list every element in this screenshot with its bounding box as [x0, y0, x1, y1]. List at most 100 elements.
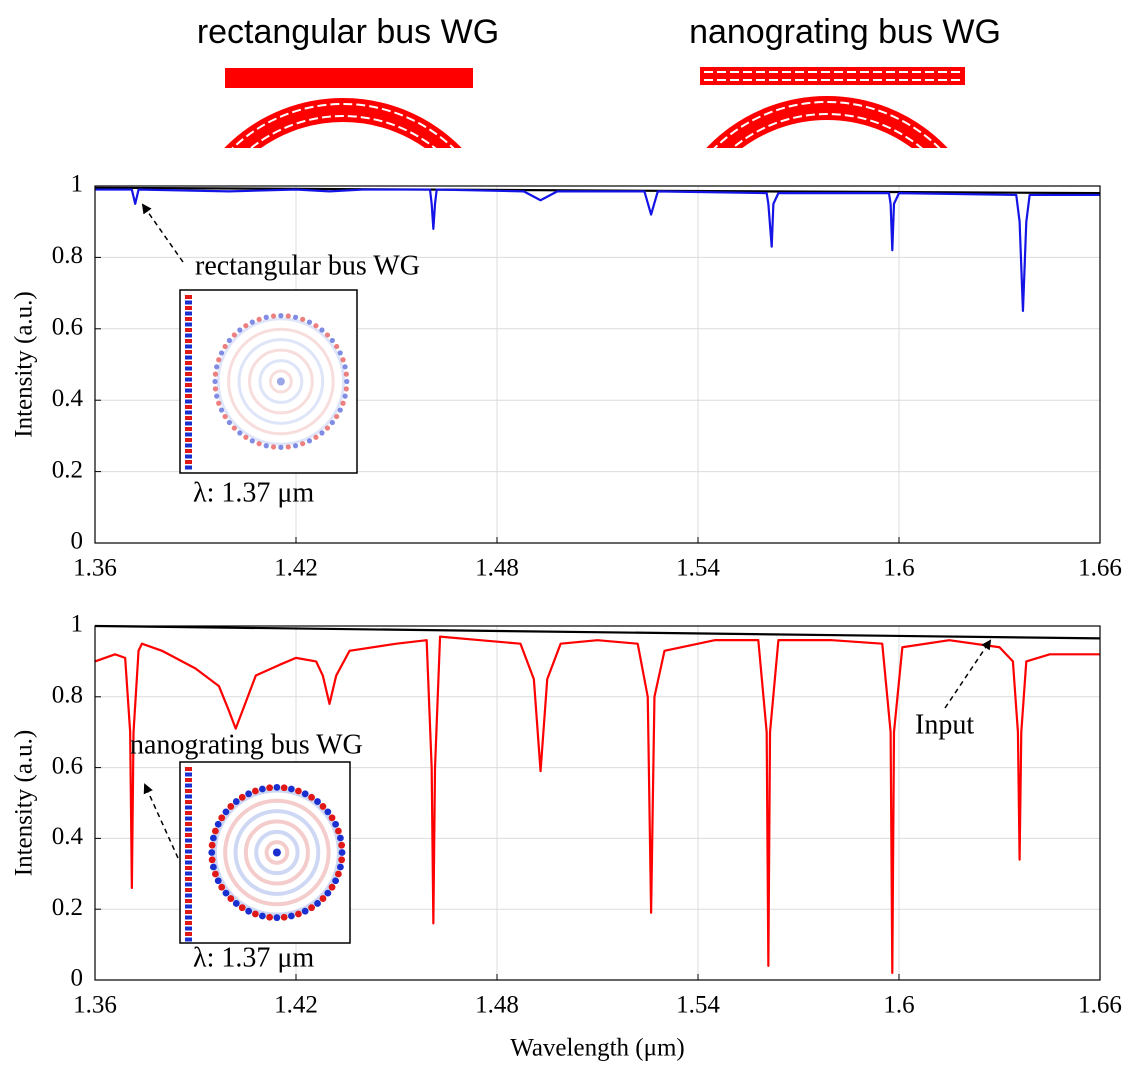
field-lobe	[295, 787, 302, 795]
x-tick-label: 1.42	[274, 555, 318, 582]
field-lobe	[212, 386, 219, 392]
bus-field	[185, 311, 192, 316]
field-lobe	[300, 316, 306, 322]
field-lobe	[222, 343, 228, 350]
schematic: rectangular bus WG nanograting bus WG	[197, 13, 1001, 148]
field-lobe	[237, 430, 243, 436]
x-tick-label: 1.66	[1078, 992, 1122, 1019]
y-tick-label: 0.8	[52, 242, 83, 269]
bus-field	[185, 366, 192, 371]
bus-field	[185, 926, 192, 931]
field-lobe	[334, 343, 340, 350]
field-lobe	[278, 444, 284, 450]
field-lobe	[295, 910, 302, 918]
y-tick-label: 0.6	[52, 314, 83, 341]
field-lobe	[285, 313, 291, 319]
data-line	[94, 635, 1100, 975]
bus-field	[185, 465, 192, 470]
field-lobe	[329, 419, 335, 426]
field-lobe	[249, 438, 255, 444]
field-lobe	[308, 793, 315, 801]
annotation: λ: 1.37 μm	[193, 477, 314, 508]
annotation: Input	[915, 709, 974, 740]
field-lobe	[344, 378, 350, 385]
field-lobe	[337, 407, 343, 413]
field-lobe	[245, 907, 253, 915]
bus-field	[185, 427, 192, 431]
field-lobe	[214, 364, 220, 370]
bus-field	[185, 394, 192, 398]
bus-field	[185, 816, 192, 821]
field-lobe	[214, 820, 222, 828]
field-lobe	[340, 400, 346, 406]
field-ring	[223, 798, 331, 907]
field-lobe	[335, 827, 342, 835]
field-lobe	[209, 834, 217, 842]
bus-field	[185, 339, 192, 343]
field-lobe	[328, 883, 336, 891]
field-lobe	[249, 319, 255, 325]
chart: 0 0.2 0.4 0.6 0.8 1 1.36 1.42 1.48 1.54 1.6 1.66 Int…	[11, 611, 1122, 1062]
ring-waveguide	[706, 96, 948, 148]
bus-field	[185, 937, 192, 942]
x-tick-label: 1.48	[475, 992, 519, 1019]
field-lobe	[232, 798, 240, 805]
bus-field	[185, 789, 192, 793]
y-tick-label: 0.2	[52, 456, 83, 483]
field-lobe	[256, 441, 262, 447]
field-ring	[254, 829, 300, 876]
field-ring	[237, 338, 325, 425]
field-lobe	[218, 350, 225, 356]
field-lobe	[319, 327, 325, 333]
field-lobe	[287, 785, 295, 793]
x-tick-label: 1.36	[73, 555, 117, 582]
field-lobe	[292, 443, 299, 449]
plot-frame	[94, 185, 1101, 544]
field-lobe	[212, 371, 219, 377]
bus-field	[185, 800, 192, 804]
bus-field	[185, 410, 192, 415]
field-lobe	[216, 400, 222, 406]
field-lobe	[313, 323, 319, 329]
bus-field	[185, 317, 192, 321]
data-line	[95, 188, 1100, 313]
field-lobe	[208, 841, 216, 849]
field-lobe	[337, 863, 344, 871]
y-axis-label: Intensity (a.u.)	[11, 730, 38, 876]
bus-field	[185, 910, 192, 914]
bus-field	[185, 899, 192, 903]
bus-field	[185, 377, 192, 382]
field-center	[272, 848, 281, 857]
field-lobe	[214, 877, 222, 885]
annotation: λ: 1.37 μm	[193, 942, 314, 973]
annotation: nanograting bus WG	[130, 729, 363, 760]
field-lobe	[251, 910, 259, 918]
bus-field	[185, 794, 192, 799]
bus-field	[185, 306, 192, 310]
field-lobe	[280, 913, 288, 921]
bus-field	[185, 877, 192, 881]
field-lobe	[237, 327, 243, 333]
bus-field	[185, 449, 192, 453]
field-lobe	[306, 319, 313, 325]
field-lobe	[343, 386, 349, 392]
field-lobe	[273, 783, 281, 791]
bus-field	[185, 871, 192, 876]
field-lobe	[214, 393, 220, 399]
bus-field	[185, 333, 192, 338]
bus-field	[185, 833, 192, 837]
bus-field	[185, 860, 192, 865]
x-tick-label: 1.48	[475, 555, 519, 582]
field-lobe	[292, 314, 299, 320]
field-lobe	[218, 407, 225, 413]
bus-field	[185, 372, 192, 376]
field-lobe	[324, 332, 331, 338]
field-lobe	[301, 790, 309, 798]
field-lobe	[238, 793, 246, 801]
field-lobe	[324, 425, 331, 431]
field-lobe	[218, 883, 226, 891]
annotation-arrow	[143, 783, 179, 859]
field-lobe	[211, 870, 219, 878]
field-lobe	[314, 900, 321, 907]
